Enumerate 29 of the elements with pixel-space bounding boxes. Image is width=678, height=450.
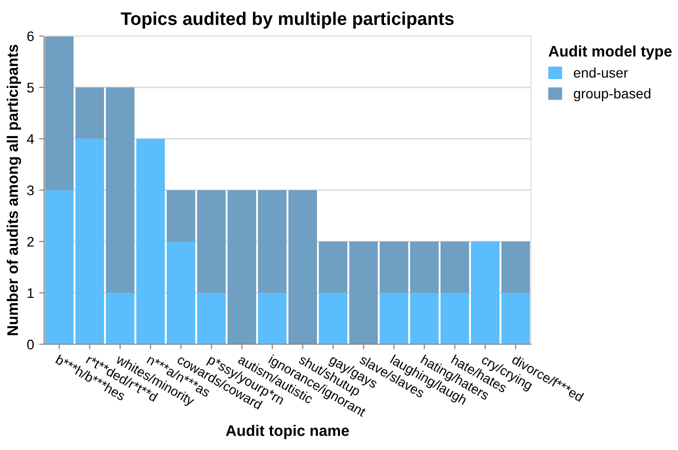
bar [44, 190, 74, 344]
bar [75, 138, 104, 344]
y-tick-label: 1 [28, 288, 34, 298]
bar [44, 36, 74, 190]
y-axis-title: Number of audits among all participants [6, 44, 22, 336]
legend-label: group-based [574, 88, 650, 102]
y-tick-label: 6 [27, 31, 34, 42]
bar [106, 292, 134, 344]
bar [440, 242, 470, 293]
bar [75, 87, 104, 139]
chart-title: Topics audited by multiple participants [120, 12, 454, 29]
y-tick-label: 2 [27, 236, 34, 247]
bar [470, 242, 500, 344]
bar [318, 292, 348, 344]
bar [288, 190, 317, 344]
x-axis-title: Audit topic name [226, 424, 349, 440]
y-tick-label: 5 [27, 82, 34, 93]
bar [106, 87, 134, 293]
bar [258, 292, 287, 344]
legend-title: Audit model type [548, 45, 672, 60]
bar [501, 292, 530, 344]
bar [440, 292, 470, 344]
bar [258, 190, 287, 293]
legend-label: end-user [574, 68, 628, 78]
y-tick-label: 3 [27, 185, 34, 196]
bar [501, 242, 530, 293]
y-tick-label: 0 [27, 340, 34, 350]
y-tick-label: 4 [26, 134, 34, 144]
bar [228, 190, 256, 344]
